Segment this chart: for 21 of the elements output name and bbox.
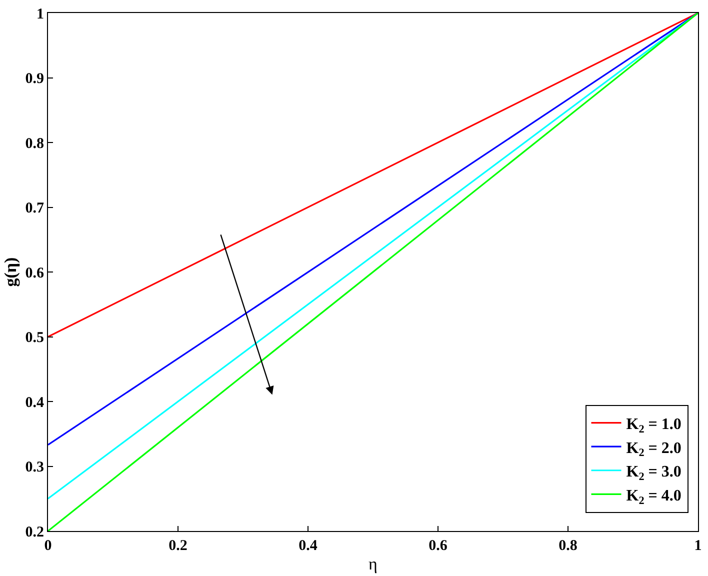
legend-label: K$_{2}$ = 3.0 <box>626 464 682 483</box>
x-tick-label: 0.6 <box>428 538 448 554</box>
legend-label: K$_{2}$ = 2.0 <box>626 440 682 460</box>
y-tick-label: 0.6 <box>25 265 44 282</box>
x-tick-label: 0.4 <box>298 538 318 554</box>
x-tick-label: 0 <box>44 538 52 554</box>
y-axis-title: g(η) <box>0 257 20 287</box>
y-tick-label: 0.4 <box>25 394 44 411</box>
x-tick-label: 0.2 <box>168 538 188 554</box>
y-tick-label: 0.5 <box>25 330 44 346</box>
x-tick-label: 0.8 <box>558 538 578 554</box>
legend-label: K$_{2}$ = 4.0 <box>626 487 682 507</box>
y-tick-label: 0.7 <box>25 200 44 216</box>
x-axis-title: η <box>368 554 378 574</box>
y-tick-label: 0.3 <box>25 460 44 476</box>
legend-label: K$_{2}$ = 1.0 <box>626 416 682 436</box>
y-tick-label: 0.2 <box>25 524 44 540</box>
y-tick-label: 0.9 <box>25 71 44 87</box>
y-tick-label: 1 <box>36 6 44 22</box>
x-tick-label: 1 <box>694 538 702 554</box>
y-tick-label: 0.8 <box>25 136 44 152</box>
